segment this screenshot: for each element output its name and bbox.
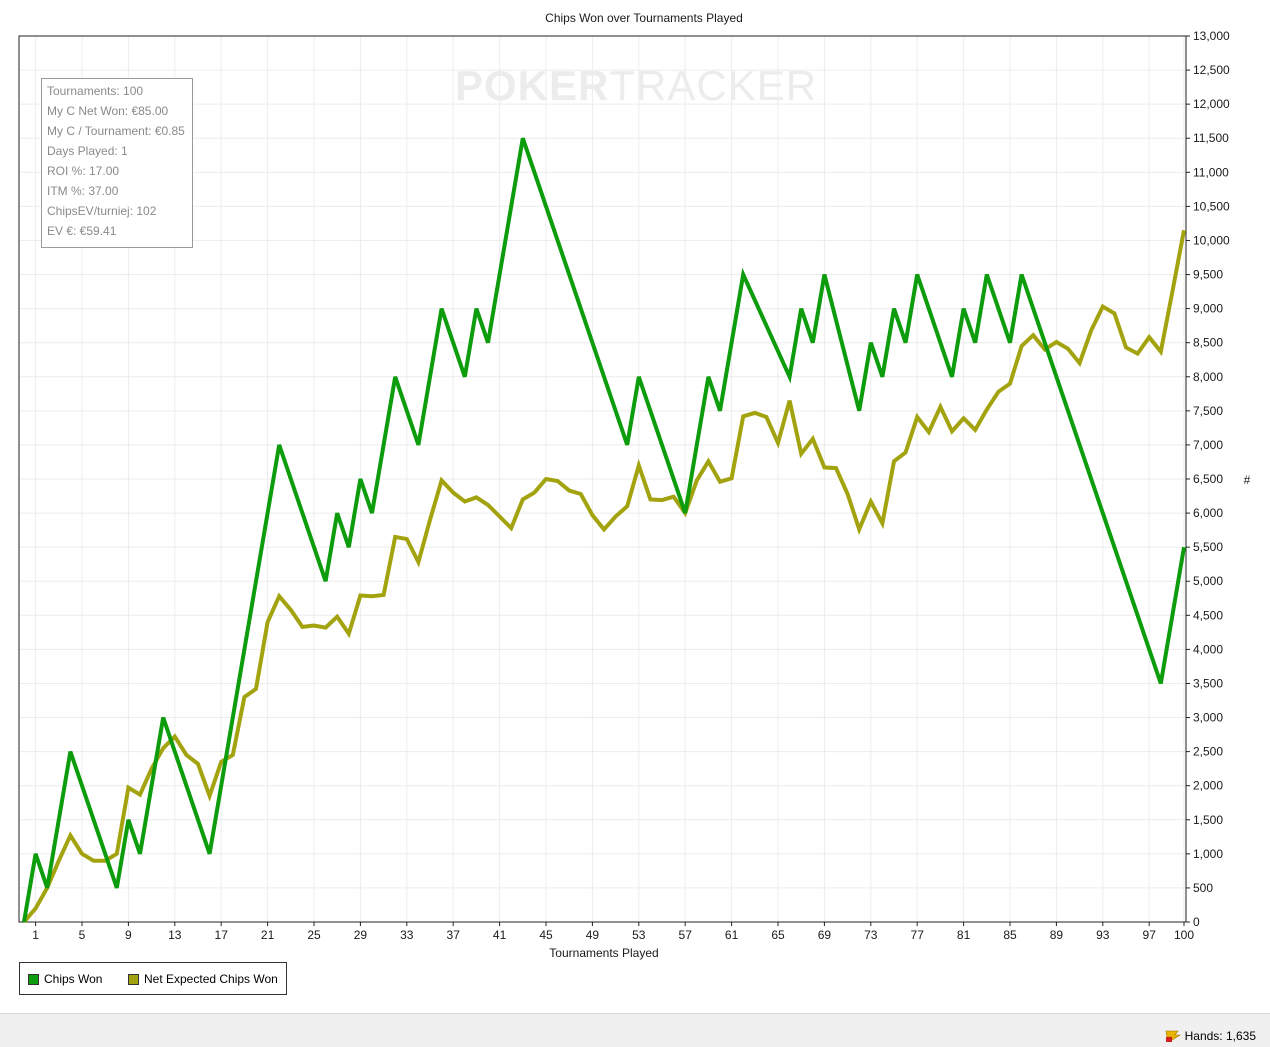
x-tick-label: 25 [307, 928, 321, 942]
stat-roi: ROI %: 17.00 [47, 164, 120, 178]
y-tick-label: 6,500 [1193, 472, 1223, 486]
x-tick-label: 21 [261, 928, 275, 942]
x-tick-label: 49 [586, 928, 600, 942]
y-tick-label: 500 [1193, 881, 1213, 895]
y-tick-label: 11,500 [1193, 131, 1229, 145]
x-tick-label: 5 [79, 928, 86, 942]
y-tick-label: 13,000 [1193, 29, 1230, 43]
x-tick-label: 77 [911, 928, 925, 942]
x-tick-label: 45 [539, 928, 553, 942]
y-axis-ticks: 0 500 1,000 1,500 2,000 2,500 3,000 3,500 4,000 4… [1186, 29, 1230, 929]
stat-days-played: Days Played: 1 [47, 144, 128, 158]
x-axis-ticks: 1 5 9 13 17 21 25 29 33 37 41 45 49 53 57 61 65 69 73 77 81 8… [32, 922, 1194, 942]
y-tick-label: 1,000 [1193, 847, 1223, 861]
x-tick-label: 73 [864, 928, 878, 942]
y-tick-label: 0 [1193, 915, 1200, 929]
series-line-chips-won [22, 137, 1186, 923]
hands-count: Hands: 1,635 [1184, 1029, 1256, 1043]
x-axis-title: Tournaments Played [549, 946, 658, 960]
x-tick-label: 97 [1143, 928, 1157, 942]
x-tick-label: 69 [818, 928, 832, 942]
stat-per-tournament: My C / Tournament: €0.85 [47, 124, 185, 138]
x-tick-label: 13 [168, 928, 182, 942]
y-tick-label: 5,500 [1193, 540, 1223, 554]
x-tick-label: 81 [957, 928, 971, 942]
y-tick-label: 6,000 [1193, 506, 1223, 520]
y-tick-label: 8,000 [1193, 370, 1223, 384]
x-tick-label: 37 [447, 928, 461, 942]
x-tick-label: 57 [679, 928, 693, 942]
y-tick-label: 3,500 [1193, 676, 1223, 690]
y-tick-label: 8,500 [1193, 336, 1223, 350]
status-hands: Hands: 1,635 [1165, 1029, 1256, 1043]
series-line-net-expected [22, 229, 1186, 924]
x-tick-label: 1 [32, 928, 39, 942]
chart-canvas: Chips Won over Tournaments Played 1 5 9 13 1… [18, 11, 1251, 960]
y-tick-label: 9,500 [1193, 268, 1223, 282]
x-tick-label: 89 [1050, 928, 1064, 942]
y-tick-label: 10,000 [1193, 233, 1230, 247]
x-tick-label: 100 [1174, 928, 1194, 942]
x-tick-label: 33 [400, 928, 414, 942]
y-tick-label: 7,500 [1193, 404, 1223, 418]
x-tick-label: 93 [1096, 928, 1110, 942]
status-bar: Hands: 1,635 [0, 1013, 1270, 1047]
y-tick-label: 11,000 [1193, 165, 1229, 179]
x-tick-label: 41 [493, 928, 507, 942]
legend-label-chips-won: Chips Won [44, 972, 103, 986]
x-tick-label: 53 [632, 928, 646, 942]
y-tick-label: 4,000 [1193, 642, 1223, 656]
y-tick-label: 7,000 [1193, 438, 1223, 452]
y-tick-label: 9,000 [1193, 302, 1223, 316]
y-tick-label: 3,000 [1193, 711, 1223, 725]
stat-ev: EV €: €59.41 [47, 224, 117, 238]
y-tick-label: 1,500 [1193, 813, 1223, 827]
y-tick-label: 5,000 [1193, 574, 1223, 588]
stat-tournaments: Tournaments: 100 [47, 84, 144, 98]
x-tick-label: 65 [771, 928, 785, 942]
chart-title: Chips Won over Tournaments Played [545, 11, 743, 25]
x-tick-label: 9 [125, 928, 132, 942]
x-tick-label: 85 [1003, 928, 1017, 942]
series-lines [22, 137, 1186, 924]
stat-net-won: My C Net Won: €85.00 [47, 104, 169, 118]
watermark-light: TRACKER [609, 62, 818, 109]
legend-item-chips-won[interactable]: Chips Won [28, 972, 102, 986]
stat-chips-ev: ChipsEV/turniej: 102 [47, 204, 157, 218]
legend-swatch-chips-won [28, 973, 39, 985]
grid [19, 35, 1186, 923]
y-tick-label: 4,500 [1193, 608, 1223, 622]
stats-box: Tournaments: 100 My C Net Won: €85.00 My… [41, 78, 193, 248]
y-tick-label: 12,000 [1193, 97, 1230, 111]
stat-itm: ITM %: 37.00 [47, 184, 119, 198]
y-axis-title: # [1244, 473, 1251, 487]
x-tick-label: 61 [725, 928, 739, 942]
x-tick-label: 17 [215, 928, 229, 942]
x-tick-label: 29 [354, 928, 368, 942]
lightning-flag-icon [1165, 1030, 1181, 1043]
legend-swatch-net-expected [128, 973, 139, 985]
y-tick-label: 10,500 [1193, 199, 1230, 213]
y-tick-label: 12,500 [1193, 63, 1230, 77]
legend-label-net-expected: Net Expected Chips Won [144, 972, 278, 986]
pokertracker-watermark-logo: POKERTRACKER [455, 62, 817, 110]
y-tick-label: 2,000 [1193, 779, 1223, 793]
y-tick-label: 2,500 [1193, 745, 1223, 759]
legend-item-net-expected[interactable]: Net Expected Chips Won [128, 972, 278, 986]
watermark-bold: POKER [455, 62, 610, 109]
legend: Chips Won Net Expected Chips Won [19, 962, 287, 995]
